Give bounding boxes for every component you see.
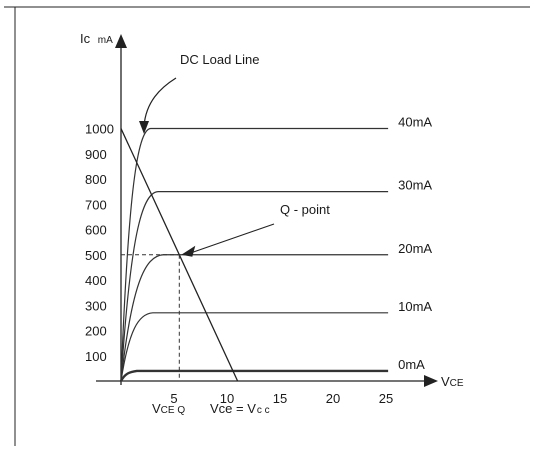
x-axis-arrow [424, 375, 438, 387]
y-tick-label: 300 [85, 298, 107, 313]
x-tick-label: 25 [379, 391, 393, 406]
x-tick-label: 20 [326, 391, 340, 406]
curve-0mA [119, 369, 389, 382]
curve-label: 20mA [398, 241, 432, 256]
curve-20mA [120, 254, 389, 382]
vce-q-label: VCE Q [152, 401, 185, 416]
y-tick-label: 200 [85, 324, 107, 339]
y-axis-label: Ic mA [80, 31, 113, 46]
x-tick-label: 5 [170, 391, 177, 406]
dc-load-line-label: DC Load Line [180, 52, 260, 67]
q-point-group: Q - point [121, 202, 330, 381]
curve-10mA [120, 312, 389, 382]
vce-equals-vcc-label: Vce = Vc c [210, 401, 270, 416]
dc-load-line-pointer [143, 77, 177, 127]
y-tick-label: 800 [85, 172, 107, 187]
axes [96, 34, 438, 387]
collector-curves: 40mA 30mA 20mA 10mA 0mA [119, 115, 432, 382]
y-tick-label: 1000 [85, 122, 114, 137]
y-axis-arrow [115, 34, 127, 48]
curve-30mA [120, 191, 389, 382]
curve-label: 0mA [398, 357, 425, 372]
y-tick-label: 600 [85, 223, 107, 238]
dc-load-line-arrowhead [139, 121, 149, 134]
y-tick-label: 900 [85, 147, 107, 162]
y-tick-label: 400 [85, 273, 107, 288]
x-axis-label: VCE [441, 374, 464, 389]
q-point-arrowhead [181, 245, 196, 257]
curve-label: 30mA [398, 178, 432, 193]
x-tick-labels: 5 10 15 20 25 [170, 391, 393, 406]
curve-label: 40mA [398, 115, 432, 130]
curve-label: 10mA [398, 299, 432, 314]
y-tick-label: 100 [85, 349, 107, 364]
y-tick-label: 500 [85, 248, 107, 263]
dc-load-line-group: DC Load Line [120, 52, 260, 382]
y-tick-label: 700 [85, 197, 107, 212]
x-tick-label: 10 [220, 391, 234, 406]
q-point-label: Q - point [280, 202, 330, 217]
y-tick-labels: 1000 900 800 700 600 500 400 300 200 100 [85, 122, 114, 364]
q-point-pointer [191, 223, 275, 254]
curve-40mA [120, 127, 389, 382]
x-tick-label: 15 [273, 391, 287, 406]
